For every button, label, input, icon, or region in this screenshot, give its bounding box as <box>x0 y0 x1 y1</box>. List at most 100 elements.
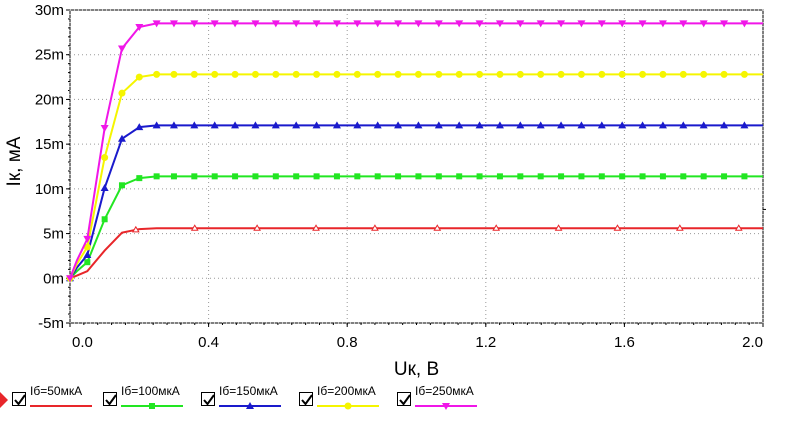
data-point <box>414 70 422 78</box>
data-point <box>131 225 140 233</box>
data-point <box>373 20 382 28</box>
data-point <box>251 20 260 28</box>
x-tick-label: 1.6 <box>614 334 635 351</box>
legend-line <box>30 405 92 407</box>
checkbox-icon[interactable] <box>201 392 215 406</box>
checkbox-icon[interactable] <box>12 392 26 406</box>
data-point <box>679 70 687 78</box>
data-point <box>83 235 92 243</box>
y-tick-label: 20m <box>35 91 64 108</box>
data-point <box>557 70 565 78</box>
data-point <box>118 182 125 189</box>
data-point <box>374 70 382 78</box>
data-point <box>169 121 178 129</box>
data-point <box>153 70 161 78</box>
data-point <box>353 20 362 28</box>
checkbox-icon[interactable] <box>397 392 411 406</box>
y-axis-title: Iк, мА <box>4 136 25 186</box>
data-point <box>598 173 605 180</box>
data-point <box>557 20 566 28</box>
legend-line <box>317 402 379 410</box>
data-point <box>312 224 320 231</box>
data-point <box>720 20 729 28</box>
data-point <box>577 20 586 28</box>
data-point <box>496 70 504 78</box>
data-point <box>679 121 688 129</box>
data-point <box>210 121 219 129</box>
data-point <box>638 20 647 28</box>
legend-item-200[interactable]: Iб=200мкА <box>299 384 394 418</box>
data-point <box>638 121 647 129</box>
data-point <box>495 20 504 28</box>
legend-item-50[interactable]: Iб=50мкА <box>12 384 102 418</box>
data-point <box>100 183 109 191</box>
data-point <box>700 173 707 180</box>
data-point <box>394 20 403 28</box>
data-point <box>517 173 524 180</box>
data-point <box>699 121 708 129</box>
data-point <box>492 224 501 231</box>
data-point <box>455 121 464 129</box>
data-point <box>516 20 525 28</box>
y-tick-label: 15m <box>35 136 64 153</box>
data-point <box>374 173 381 180</box>
data-point <box>253 224 261 231</box>
data-point <box>434 121 443 129</box>
data-point <box>394 70 402 78</box>
data-point <box>313 70 321 78</box>
data-point <box>597 20 606 28</box>
data-point <box>251 121 260 129</box>
data-point <box>741 173 748 180</box>
active-series-indicator <box>0 392 8 408</box>
data-point <box>251 70 259 78</box>
data-point <box>537 173 544 180</box>
data-point <box>476 173 483 180</box>
data-point <box>455 20 464 28</box>
data-point <box>231 20 240 28</box>
legend-line <box>219 402 281 409</box>
data-point <box>333 173 340 180</box>
data-point <box>136 175 143 182</box>
data-point <box>618 20 627 28</box>
data-point <box>373 121 382 129</box>
checkbox-icon[interactable] <box>103 392 117 406</box>
legend-item-100[interactable]: Iб=100мкА <box>103 384 198 418</box>
data-point <box>456 173 463 180</box>
legend-item-250[interactable]: Iб=250мкА <box>397 384 492 418</box>
data-point <box>395 173 402 180</box>
data-point <box>659 70 667 78</box>
data-point <box>558 173 565 180</box>
data-point <box>679 20 688 28</box>
data-point <box>516 121 525 129</box>
legend-label: Iб=100мкА <box>121 384 180 398</box>
checkbox-icon[interactable] <box>299 392 313 406</box>
data-point <box>232 173 239 180</box>
data-point <box>435 70 443 78</box>
data-point <box>658 20 667 28</box>
data-point <box>536 121 545 129</box>
data-point <box>332 20 341 28</box>
data-point <box>577 121 586 129</box>
data-point <box>190 20 199 28</box>
data-point <box>354 173 361 180</box>
data-point <box>613 224 622 231</box>
data-point <box>152 20 161 28</box>
x-tick-label: 2.0 <box>742 334 763 351</box>
legend-item-150[interactable]: Iб=150мкА <box>201 384 296 418</box>
data-point <box>312 20 321 28</box>
data-point <box>536 20 545 28</box>
data-point <box>190 224 199 231</box>
data-point <box>272 70 280 78</box>
data-point <box>658 121 667 129</box>
data-point <box>476 70 484 78</box>
x-axis-title: Uк, В <box>394 359 439 380</box>
data-point <box>414 20 423 28</box>
data-point <box>516 70 524 78</box>
legend-label: Iб=50мкА <box>30 384 83 398</box>
data-point <box>252 173 259 180</box>
legend-swatch-marker <box>149 403 155 409</box>
data-point <box>414 121 423 129</box>
y-tick-label: 25m <box>35 47 64 64</box>
data-point <box>210 20 219 28</box>
data-point <box>271 121 280 129</box>
